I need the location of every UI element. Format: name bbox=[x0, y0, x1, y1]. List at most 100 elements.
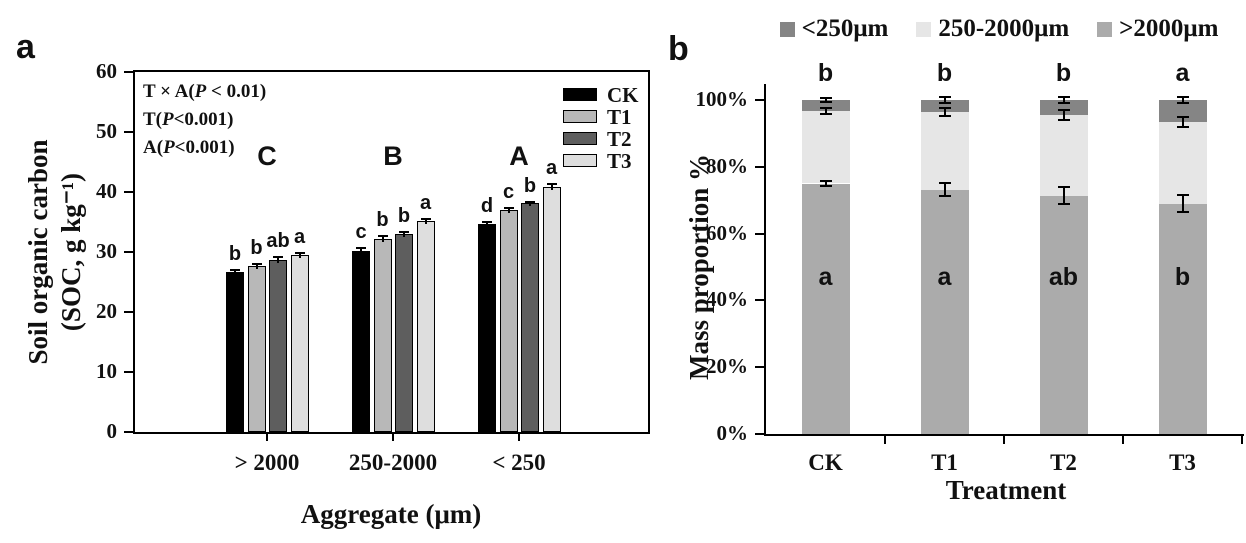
panel-b-y-axis-title: Mass proportion % bbox=[684, 153, 714, 381]
bar-a-T1-g1 bbox=[373, 238, 392, 432]
panel-a-y-tick-label: 10 bbox=[96, 359, 117, 383]
panel-b-legend: <250μm 250-2000μm >2000μm bbox=[752, 16, 1246, 42]
errorbar-cap-top-b-T2-250-2000μm bbox=[1057, 109, 1070, 112]
panel-a-x-tick-label: > 2000 bbox=[234, 450, 300, 475]
errorbar-cap-bot-b-T1-250-2000μm bbox=[938, 115, 951, 118]
segment-b-T3-250-2000μm bbox=[1158, 122, 1207, 204]
errorbar-cap-top-b-T3-<250μm bbox=[1176, 96, 1189, 99]
panel-b-x-axis-title: Treatment bbox=[945, 475, 1067, 505]
errorbar-line-b-T1-250-2000μm bbox=[943, 107, 946, 117]
errorbar-line-a-CK-g2 bbox=[486, 222, 488, 227]
errorbar-cap-a-T1-g2 bbox=[503, 207, 514, 210]
segment-b-T2-250-2000μm bbox=[1039, 115, 1088, 196]
errorbar-cap-a-CK-g2 bbox=[482, 221, 492, 223]
panel-a: Soil organic carbon (SOC, g kg⁻¹) 0 10 20 3… bbox=[23, 59, 650, 529]
errorbar-line-b-CK-250-2000μm bbox=[824, 108, 827, 115]
panel-b-plot: 0% 20% 40% 60% 80% 100% b a CK b a T1 b ab T2 a b T3 bbox=[696, 61, 1244, 475]
panel-a-x-tick-label: < 250 bbox=[492, 450, 546, 475]
errorbar-line-a-CK-g1 bbox=[360, 248, 362, 254]
errorbar-cap-a-T1-g1 bbox=[377, 235, 388, 238]
panel-a-label: a bbox=[16, 28, 35, 66]
panel-b-y-tick bbox=[755, 232, 764, 235]
segment-b-T1-<250μm bbox=[920, 100, 969, 113]
errorbar-line-b-T1->2000μm bbox=[943, 182, 946, 197]
bar-a-T3-g1 bbox=[416, 221, 435, 432]
panel-a-y-tick-label: 40 bbox=[96, 179, 117, 203]
panel-b-y-tick bbox=[755, 366, 764, 369]
panel-a-group-letter: B bbox=[383, 141, 403, 171]
panel-a-x-axis-title: Aggregate (μm) bbox=[300, 499, 482, 529]
sig-letter-a-T2-g1: b bbox=[397, 205, 411, 228]
panel-a-y-tick bbox=[124, 371, 133, 373]
errorbar-line-b-T2-250-2000μm bbox=[1062, 110, 1065, 120]
errorbar-line-a-T1-g0 bbox=[255, 264, 258, 269]
errorbar-line-b-CK->2000μm bbox=[824, 180, 827, 187]
errorbar-line-b-T1-<250μm bbox=[943, 97, 946, 103]
errorbar-line-b-T3-<250μm bbox=[1181, 97, 1184, 103]
errorbar-cap-top-b-CK-<250μm bbox=[819, 97, 832, 100]
panel-a-group-letter: C bbox=[257, 141, 277, 171]
stat-annotation-2: A(P<0.001) bbox=[143, 137, 235, 158]
errorbar-line-a-T1-g1 bbox=[381, 236, 384, 242]
panel-a-legend-label-T1: T1 bbox=[607, 105, 632, 129]
panel-b-legend-label: <250μm bbox=[801, 15, 889, 42]
errorbar-cap-bot-b-T1-<250μm bbox=[938, 101, 951, 104]
panel-a-y-tick-label: 60 bbox=[96, 59, 117, 83]
sig-letter-a-CK-g1: c bbox=[355, 221, 367, 244]
errorbar-line-a-T3-g0 bbox=[298, 252, 301, 258]
bar-a-CK-g1 bbox=[352, 250, 370, 432]
errorbar-cap-top-b-T1-250-2000μm bbox=[938, 106, 951, 109]
panel-b-legend-swatch bbox=[1097, 21, 1113, 37]
errorbar-cap-a-T3-g0 bbox=[294, 251, 305, 254]
panel-b-y-tick bbox=[755, 299, 764, 302]
panel-b-x-tick-label: T3 bbox=[1169, 450, 1196, 475]
errorbar-cap-bot-b-T3-250-2000μm bbox=[1176, 126, 1189, 129]
panel-a-legend-label-T2: T2 bbox=[607, 127, 632, 151]
errorbar-cap-bot-b-T1->2000μm bbox=[938, 195, 951, 198]
panel-a-y-tick-label: 30 bbox=[96, 239, 117, 263]
errorbar-cap-top-b-T1-<250μm bbox=[938, 96, 951, 99]
sig-letter-a-T2-g0: ab bbox=[266, 230, 290, 253]
panel-b-y-tick-label: 40% bbox=[706, 287, 748, 312]
errorbar-line-b-T3->2000μm bbox=[1181, 195, 1184, 212]
errorbar-cap-top-b-CK->2000μm bbox=[819, 179, 832, 182]
panel-b-y-tick bbox=[755, 165, 764, 168]
bar-a-T1-g0 bbox=[247, 265, 266, 432]
bar-a-T1-g2 bbox=[499, 210, 518, 432]
errorbar-line-b-CK-<250μm bbox=[824, 98, 827, 102]
errorbar-cap-a-T3-g2 bbox=[546, 183, 557, 186]
errorbar-cap-bot-b-T3-<250μm bbox=[1176, 101, 1189, 104]
panel-b-x-tick bbox=[1241, 436, 1243, 444]
panel-a-y-tick bbox=[124, 431, 133, 433]
sig-letter-a-CK-g0: b bbox=[228, 243, 242, 265]
errorbar-line-a-T2-g0 bbox=[277, 257, 279, 263]
errorbar-line-a-T3-g1 bbox=[424, 219, 427, 225]
panel-a-y-tick bbox=[124, 251, 133, 253]
panel-b-y-tick-label: 0% bbox=[716, 421, 749, 445]
panel-a-legend-swatch-T1 bbox=[563, 110, 597, 123]
sig-letter-top-b-T3: a bbox=[1175, 59, 1190, 87]
sig-letter-a-T3-g1: a bbox=[419, 192, 432, 214]
panel-b-y-tick bbox=[755, 433, 764, 435]
bar-a-T2-g0 bbox=[269, 259, 287, 432]
panel-a-legend-swatch-T3 bbox=[563, 154, 597, 167]
errorbar-line-b-T2->2000μm bbox=[1062, 187, 1065, 204]
bar-a-T3-g0 bbox=[290, 255, 309, 432]
sig-letter-seg-b-CK: a bbox=[818, 263, 833, 292]
errorbar-cap-top-b-T3-250-2000μm bbox=[1176, 116, 1189, 119]
panel-b-x-axis-line bbox=[764, 434, 1244, 436]
panel-b-legend-swatch bbox=[779, 21, 795, 37]
errorbar-cap-bot-b-CK-<250μm bbox=[819, 100, 832, 103]
errorbar-cap-top-b-T2-<250μm bbox=[1057, 95, 1070, 98]
errorbar-cap-a-T2-g0 bbox=[273, 256, 283, 259]
panel-a-x-tick-label: 250-2000 bbox=[348, 450, 438, 475]
errorbar-cap-top-b-T1->2000μm bbox=[938, 181, 951, 184]
panel-b-y-tick-label: 80% bbox=[706, 153, 748, 178]
errorbar-line-b-T3-250-2000μm bbox=[1181, 117, 1184, 128]
panel-a-y-tick bbox=[124, 191, 133, 193]
errorbar-cap-a-T2-g2 bbox=[525, 201, 535, 204]
errorbar-cap-bot-b-T2-<250μm bbox=[1057, 102, 1070, 105]
errorbar-cap-a-T3-g1 bbox=[420, 218, 431, 220]
